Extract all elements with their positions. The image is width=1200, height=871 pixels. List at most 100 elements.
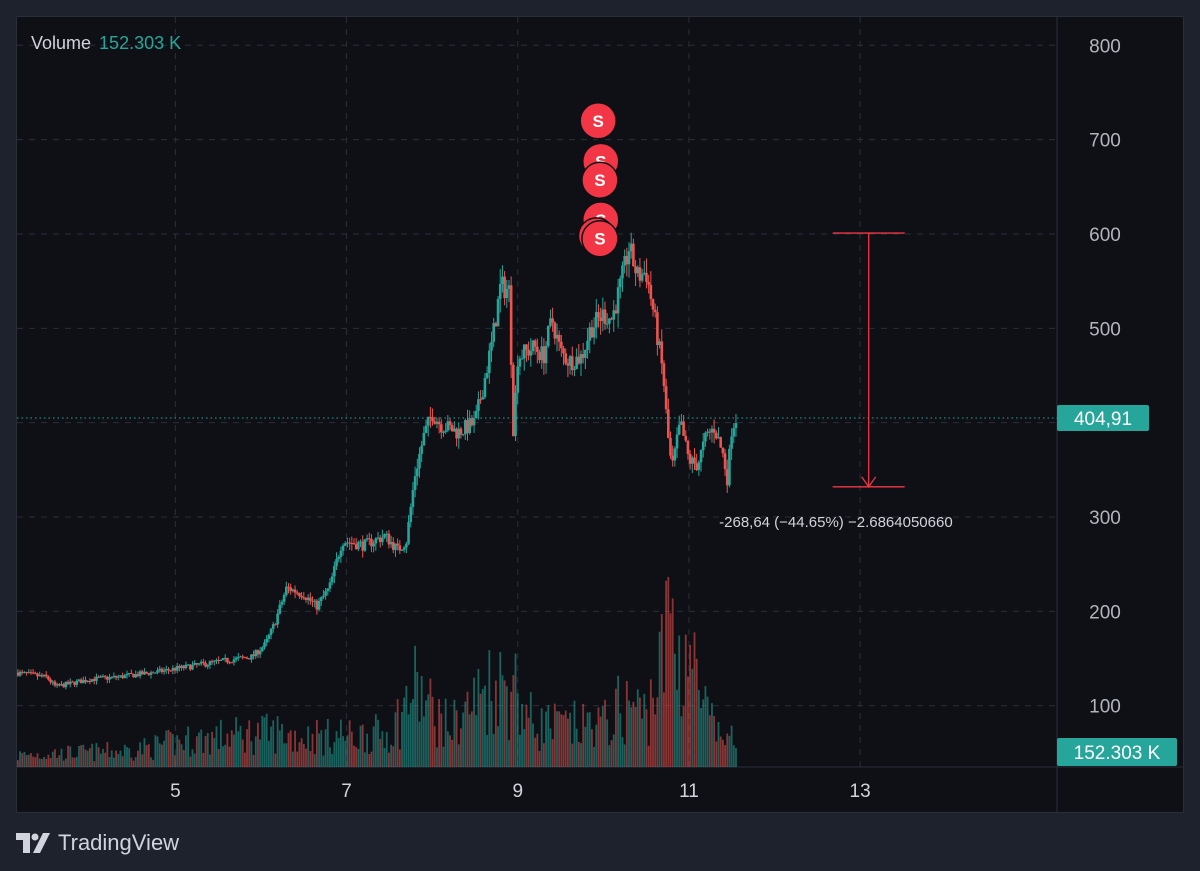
volume-bar [377,719,379,767]
volume-bar [353,745,355,767]
candle-body [234,657,238,660]
volume-bar [422,716,425,767]
volume-bar [274,753,277,767]
volume-bar [466,691,469,767]
candle-body [298,592,301,596]
time-axis[interactable]: 5 7 9 11 13 [170,781,871,802]
candle-body [581,354,585,358]
candle-body [584,350,587,358]
price-range-measure[interactable]: -268,64 (−44.65%) −2.6864050660 [719,232,953,531]
candle-body [509,285,513,365]
volume-bar [185,735,187,767]
volume-bar [663,692,665,767]
volume-bar [706,696,709,767]
candle-body [488,350,491,374]
volume-bar [91,743,93,767]
volume-bar [106,741,109,767]
volume-bar [619,713,622,767]
time-tick-label: 7 [341,781,352,802]
candle-body [407,522,410,544]
volume-bar [342,736,344,767]
price-axis[interactable]: 100200300400500600700800 [1089,36,1121,717]
candle-body [575,356,578,369]
volume-bar [383,747,386,767]
candle-body [531,340,535,352]
volume-bar [591,729,593,767]
volume-bar [285,743,288,767]
candle-body [243,657,247,659]
candle-body [282,594,286,602]
volume-bar [702,699,705,767]
candle-body [706,431,709,433]
volume-bar [156,736,159,767]
sell-markers[interactable]: SSSSSS [577,102,620,258]
volume-bar [494,680,497,767]
candle-body [540,346,544,361]
candle-body [496,298,500,327]
volume-bar [23,751,26,767]
candle-body [34,672,37,674]
candle-body [440,424,443,433]
price-chart[interactable]: -268,64 (−44.65%) −2.6864050660 SSSSSS 1… [17,17,1184,813]
candle-body [605,323,609,325]
candle-body [278,604,282,614]
volume-bar [211,731,214,767]
candle-body [697,462,701,471]
volume-bar [270,726,272,767]
volume-bar [717,721,720,767]
volume-bar [645,709,648,767]
volume-bar [324,729,327,767]
volume-bar [56,757,59,767]
candle-body [269,628,273,635]
candle-body [396,543,399,546]
sell-marker[interactable]: S [581,161,619,199]
candle-body [58,684,61,686]
sell-marker[interactable]: S [581,219,619,258]
volume-bar [147,744,150,767]
candle-body [352,543,356,545]
volume-bar [263,717,266,767]
candle-body [60,683,63,686]
candle-body [127,672,131,675]
candle-body [442,431,445,433]
volume-bar [560,714,563,767]
time-tick-label: 11 [679,781,699,802]
volume-bar [278,730,281,767]
candle-body [588,327,592,341]
volume-bar [444,698,447,767]
tradingview-brand[interactable]: TradingView [16,830,179,856]
volume-legend[interactable]: Volume 152.303 K [31,33,181,54]
candle-body [501,276,504,285]
volume-bar [693,632,696,767]
volume-bar [660,614,663,767]
volume-bar [403,697,406,767]
candle-body [701,441,705,451]
volume-bar [632,701,635,767]
volume-bar [567,718,569,767]
volume-bar [615,688,617,767]
volume-bar [584,726,587,767]
volume-bar [213,737,216,767]
volume-bar [595,724,598,767]
candle-body [103,676,107,678]
candle-body [237,656,240,658]
candle-body [444,430,447,432]
candle-body [130,672,133,675]
volume-badge [1057,738,1177,766]
sell-marker[interactable]: S [579,102,617,140]
volume-badge-text: 152.303 K [1074,743,1161,764]
price-tick-label: 300 [1089,508,1121,529]
candle-body [662,363,666,387]
volume-bar [333,742,336,767]
candle-body [219,659,223,661]
volume-bar [547,705,550,767]
volume-bar [198,732,200,767]
candle-body [730,436,733,449]
candle-body [97,676,100,678]
candle-body [677,424,681,435]
chart-panel[interactable]: -268,64 (−44.65%) −2.6864050660 SSSSSS 1… [16,16,1184,813]
volume-bar [289,730,292,767]
candle-body [651,299,655,310]
candle-body [285,586,288,595]
candle-body [372,543,375,547]
